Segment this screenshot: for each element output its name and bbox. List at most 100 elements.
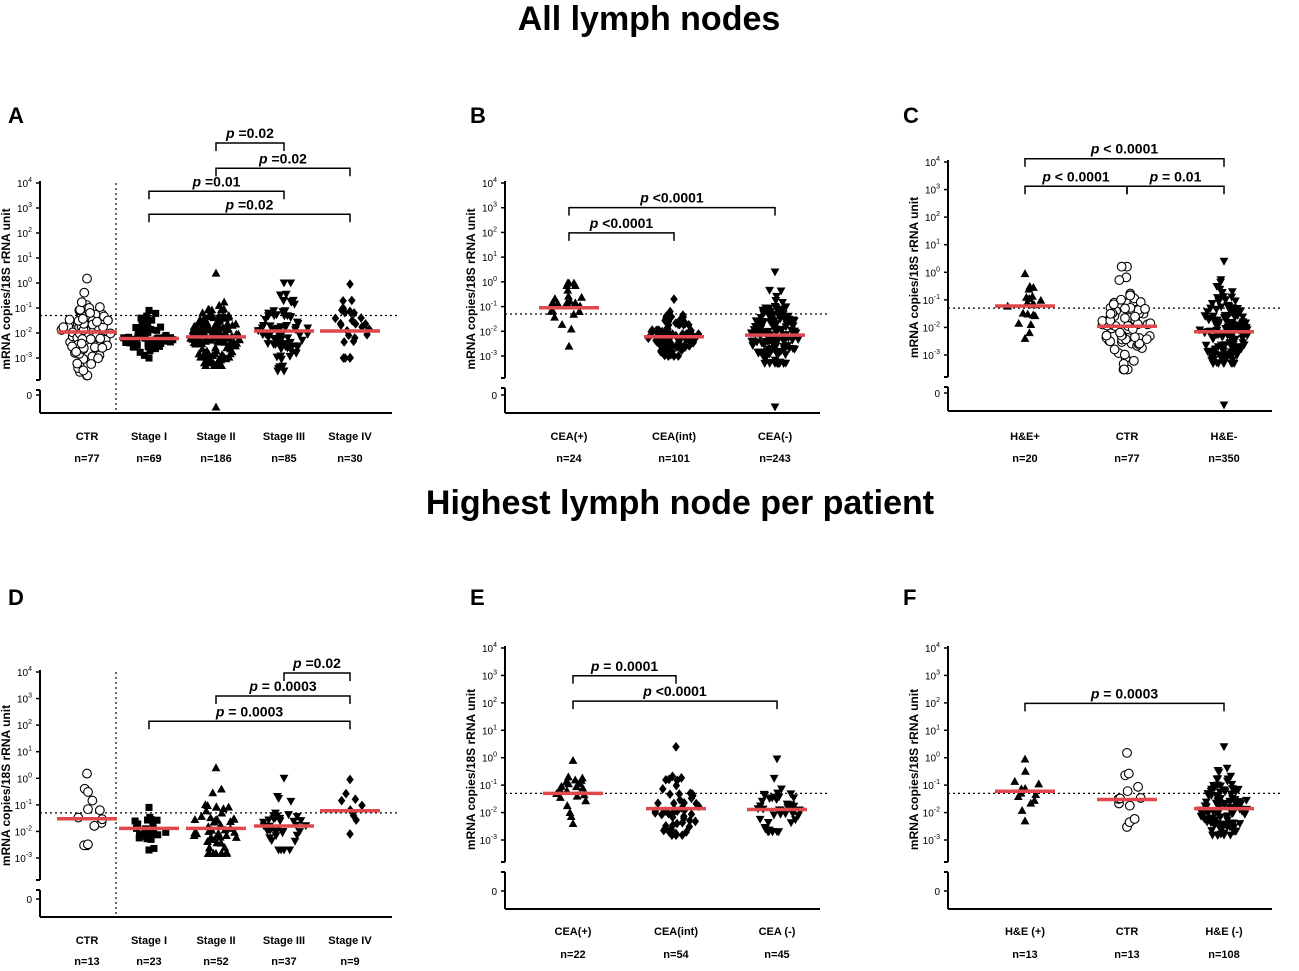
y-tick-label: 102 (17, 719, 32, 732)
data-point (1133, 781, 1143, 792)
data-point (283, 344, 292, 353)
data-point (550, 312, 559, 321)
data-point (570, 775, 580, 784)
data-point (82, 839, 93, 850)
data-point (273, 367, 283, 376)
data-point (157, 339, 165, 347)
data-point (1109, 344, 1120, 355)
tick-base: 10 (925, 726, 937, 737)
y-tick-label: 102 (925, 697, 940, 710)
data-point (1020, 334, 1030, 342)
data-point (770, 325, 779, 333)
data-point (688, 789, 696, 799)
y-tick-label: 10-2 (923, 321, 940, 334)
data-point (769, 774, 779, 783)
category-label: Stage III (263, 935, 305, 947)
data-point (222, 831, 231, 840)
data-point (264, 816, 274, 825)
category-n-label: n=243 (759, 453, 791, 465)
data-point (83, 804, 93, 815)
p-value: = 0.0003 (224, 703, 283, 719)
data-point (770, 268, 780, 277)
data-point (342, 788, 350, 799)
data-point (145, 354, 153, 362)
data-point (1219, 257, 1229, 266)
data-point (1220, 311, 1230, 320)
data-point (782, 800, 792, 809)
data-point (189, 831, 199, 839)
data-point (210, 321, 220, 330)
data-point (276, 846, 286, 855)
panel-label: D (8, 585, 24, 610)
category-1 (119, 306, 179, 362)
data-point (76, 338, 87, 349)
data-point (279, 774, 289, 783)
p-symbol: p (1149, 168, 1159, 184)
data-point (1124, 800, 1135, 811)
data-point (287, 348, 297, 357)
tick-exponent: 3 (493, 202, 497, 209)
tick-exponent: 1 (493, 251, 497, 258)
data-point (686, 815, 694, 826)
data-point (1022, 298, 1032, 307)
tick-exponent: 4 (493, 177, 497, 184)
data-point (85, 308, 96, 318)
data-point (670, 294, 678, 304)
data-point (79, 287, 90, 298)
data-point (290, 837, 300, 846)
category-0 (543, 755, 603, 828)
category-n-label: n=23 (136, 956, 161, 968)
data-point (1231, 786, 1241, 794)
data-point (769, 811, 779, 820)
p-value-label: p = 0.0001 (590, 658, 659, 674)
tick-base: 10 (17, 279, 29, 290)
data-point (295, 331, 305, 340)
data-point (1125, 290, 1136, 301)
comparison-bracket: p = 0.0003 (1024, 685, 1225, 712)
category-label: Stage II (196, 935, 235, 947)
category-label: Stage IV (328, 431, 372, 443)
y-tick-label: 103 (925, 184, 940, 197)
category-1 (1097, 261, 1157, 375)
y-tick-label: 10-2 (923, 807, 940, 820)
y-tick-label: 103 (17, 693, 32, 706)
data-point (673, 818, 681, 829)
p-value: = 0.0001 (599, 658, 658, 674)
data-point (1222, 353, 1232, 362)
data-point (217, 784, 226, 793)
tick-exponent: 1 (28, 252, 32, 259)
data-point (1116, 261, 1127, 272)
tick-base: 10 (482, 204, 494, 215)
p-value: <0.0001 (652, 683, 707, 699)
data-point (1212, 831, 1222, 840)
data-point (293, 344, 302, 353)
data-point (216, 820, 225, 829)
data-point (282, 322, 292, 330)
data-point (1203, 809, 1213, 818)
category-label: H&E (-) (1205, 926, 1243, 938)
data-point (668, 771, 677, 782)
p-value-label: p <0.0001 (589, 215, 654, 231)
y-tick-label: 101 (925, 724, 940, 737)
data-point (303, 324, 313, 333)
p-value-label: p < 0.0001 (1090, 141, 1159, 157)
data-point (557, 319, 567, 328)
data-point (1122, 747, 1132, 758)
data-point (789, 794, 799, 803)
data-point (351, 794, 360, 805)
data-point (82, 768, 92, 779)
data-point (676, 315, 684, 325)
data-point (787, 326, 796, 335)
data-point (198, 308, 207, 317)
data-point (72, 358, 83, 369)
data-point (215, 323, 225, 332)
p-value: =0.02 (302, 655, 342, 671)
data-point (1235, 820, 1245, 829)
category-label: Stage II (196, 431, 235, 443)
y-tick-label: 102 (482, 697, 497, 710)
data-point (676, 795, 684, 805)
tick-exponent: -2 (934, 807, 940, 814)
data-point (772, 755, 782, 764)
data-point (346, 307, 355, 318)
